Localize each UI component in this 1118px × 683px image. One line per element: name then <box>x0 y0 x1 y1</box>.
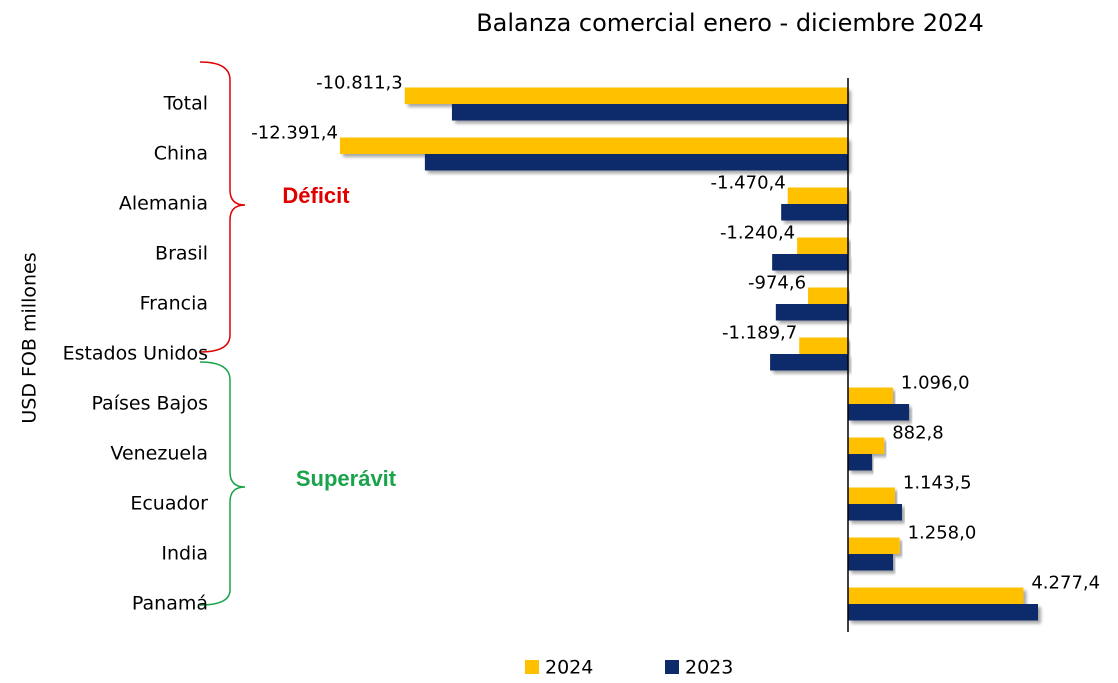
value-label: 4.277,4 <box>1031 573 1100 594</box>
legend-label: 2023 <box>685 657 733 679</box>
y-tick-label: Venezuela <box>110 443 208 465</box>
bar <box>848 554 894 571</box>
bar <box>770 354 848 371</box>
bar <box>787 187 848 204</box>
annotation: Déficit <box>282 183 350 208</box>
y-tick-label: Alemania <box>119 193 208 215</box>
bar <box>404 87 848 104</box>
legend-swatch <box>665 660 679 674</box>
bar <box>848 387 893 404</box>
y-tick-label: China <box>154 143 208 165</box>
bar <box>451 104 848 121</box>
bar <box>848 537 900 554</box>
y-tick-label: Brasil <box>155 243 208 265</box>
y-tick-label: Francia <box>140 293 208 315</box>
y-tick-label: Total <box>163 93 208 115</box>
value-label: 1.096,0 <box>901 373 970 394</box>
bar <box>848 487 895 504</box>
y-tick-label: Ecuador <box>130 493 208 515</box>
bar <box>808 287 848 304</box>
value-label: -1.240,4 <box>720 223 795 244</box>
y-axis-label: USD FOB millones <box>19 252 41 423</box>
bar <box>775 304 848 321</box>
value-label: 882,8 <box>892 423 944 444</box>
value-label: 1.143,5 <box>903 473 972 494</box>
bar <box>424 154 848 171</box>
deficit-brace <box>199 61 246 353</box>
y-tick-label: Panamá <box>132 593 208 615</box>
y-tick-label: Estados Unidos <box>63 343 208 365</box>
value-label: 1.258,0 <box>908 523 977 544</box>
legend-swatch <box>525 660 539 674</box>
bar <box>797 237 848 254</box>
bar <box>781 204 848 221</box>
bar <box>848 604 1038 621</box>
bar <box>848 404 910 421</box>
chart-title: Balanza comercial enero - diciembre 2024 <box>476 9 984 37</box>
value-label: -12.391,4 <box>251 123 338 144</box>
value-label: -974,6 <box>748 273 806 294</box>
value-label: -10.811,3 <box>316 73 403 94</box>
y-tick-label: India <box>161 543 208 565</box>
surplus-brace <box>199 361 246 606</box>
bar <box>848 437 885 454</box>
bar <box>772 254 848 271</box>
value-label: -1.189,7 <box>722 323 797 344</box>
bar <box>339 137 848 154</box>
bar <box>848 504 902 521</box>
annotation: Superávit <box>296 466 397 491</box>
bar <box>848 454 872 471</box>
bar <box>799 337 848 354</box>
legend-label: 2024 <box>545 657 593 679</box>
bar <box>848 587 1024 604</box>
y-tick-label: Países Bajos <box>91 393 208 415</box>
value-label: -1.470,4 <box>711 173 786 194</box>
